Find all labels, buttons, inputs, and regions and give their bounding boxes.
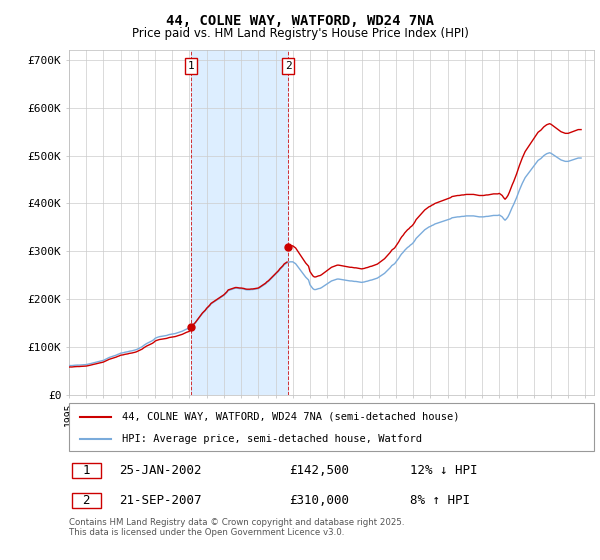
Text: 21-SEP-2007: 21-SEP-2007: [119, 494, 202, 507]
FancyBboxPatch shape: [71, 493, 101, 508]
Text: 25-JAN-2002: 25-JAN-2002: [119, 464, 202, 478]
Text: 12% ↓ HPI: 12% ↓ HPI: [410, 464, 478, 478]
Text: 2: 2: [285, 61, 292, 71]
Text: 8% ↑ HPI: 8% ↑ HPI: [410, 494, 470, 507]
Text: £310,000: £310,000: [290, 494, 349, 507]
Text: 1: 1: [82, 464, 89, 478]
Text: Price paid vs. HM Land Registry's House Price Index (HPI): Price paid vs. HM Land Registry's House …: [131, 27, 469, 40]
Text: Contains HM Land Registry data © Crown copyright and database right 2025.
This d: Contains HM Land Registry data © Crown c…: [69, 518, 404, 538]
Text: £142,500: £142,500: [290, 464, 349, 478]
Text: 44, COLNE WAY, WATFORD, WD24 7NA (semi-detached house): 44, COLNE WAY, WATFORD, WD24 7NA (semi-d…: [121, 412, 459, 422]
Text: 1: 1: [187, 61, 194, 71]
Text: 2: 2: [82, 494, 89, 507]
Text: 44, COLNE WAY, WATFORD, WD24 7NA: 44, COLNE WAY, WATFORD, WD24 7NA: [166, 14, 434, 28]
FancyBboxPatch shape: [71, 463, 101, 478]
FancyBboxPatch shape: [69, 403, 594, 451]
Text: HPI: Average price, semi-detached house, Watford: HPI: Average price, semi-detached house,…: [121, 434, 421, 444]
Bar: [191, 50, 288, 395]
